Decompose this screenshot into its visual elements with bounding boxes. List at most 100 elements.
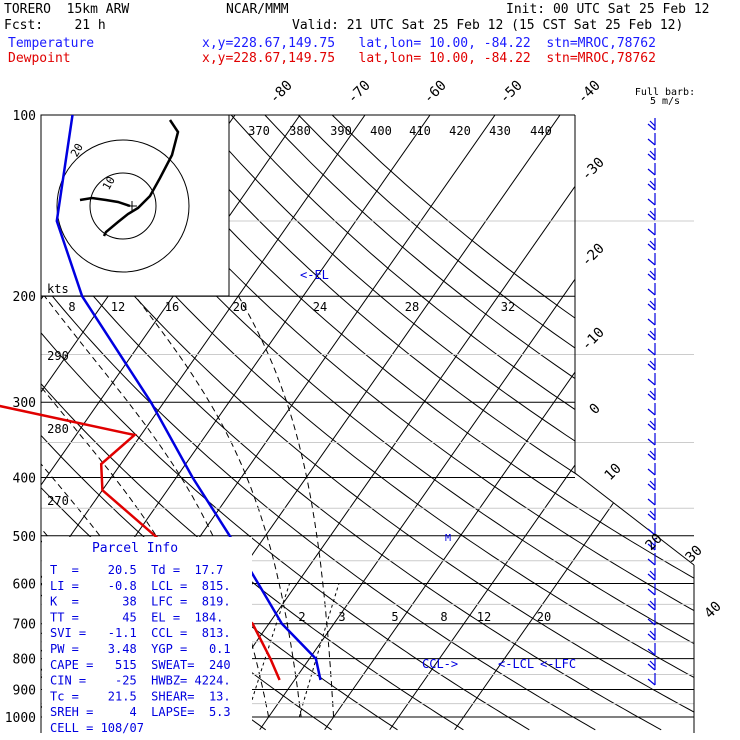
wind-barb-flag bbox=[647, 153, 656, 161]
parcel-info-row: CELL = 108/07 bbox=[50, 721, 144, 735]
lfc-annotation: <-LFC bbox=[540, 657, 576, 671]
isotherm-label: -50 bbox=[497, 78, 526, 107]
isotherm-label: -10 bbox=[579, 325, 608, 354]
dry-adiabat-line bbox=[41, 115, 694, 731]
hodograph-ring bbox=[56, 139, 190, 273]
hodograph-speed-label: 12 bbox=[111, 300, 125, 314]
wind-barb-flag bbox=[647, 393, 656, 401]
pressure-label: 400 bbox=[13, 471, 36, 486]
dry-adiabat-line bbox=[129, 115, 694, 731]
parcel-info-row: SVI = -1.1 CCL = 813. bbox=[50, 626, 231, 640]
dry-adiabat-line bbox=[96, 115, 694, 731]
isotherm-line bbox=[259, 115, 691, 731]
parcel-info-row: Tc = 21.5 SHEAR= 13. bbox=[50, 689, 231, 703]
mixing-ratio-label: 20 bbox=[537, 610, 551, 624]
parcel-info-row: PW = 3.48 YGP = 0.1 bbox=[50, 642, 231, 656]
wind-barb-flag bbox=[649, 480, 656, 487]
wind-barb-flag bbox=[649, 150, 656, 157]
pressure-label: 800 bbox=[13, 653, 36, 668]
wind-barb-flag bbox=[647, 258, 656, 266]
el-annotation: <-EL bbox=[300, 268, 329, 282]
isotherm-label: -20 bbox=[579, 241, 608, 270]
dry-adiabat-line bbox=[264, 115, 694, 731]
isotherm-line bbox=[194, 115, 626, 731]
model-title: TORERO 15km ARW bbox=[4, 2, 130, 17]
isotherm-label: -30 bbox=[579, 155, 608, 184]
wind-barb-flag bbox=[649, 120, 656, 127]
mixing-ratio-line bbox=[298, 583, 340, 718]
theta-label: 440 bbox=[530, 124, 552, 138]
pressure-label: 500 bbox=[13, 530, 36, 545]
isotherm-line bbox=[454, 115, 694, 731]
pressure-label: 100 bbox=[13, 109, 36, 124]
theta-label: 280 bbox=[47, 422, 69, 436]
wind-barb-flag bbox=[647, 198, 656, 206]
theta-label: 290 bbox=[47, 349, 69, 363]
theta-label: 410 bbox=[409, 124, 431, 138]
theta-label: 430 bbox=[489, 124, 511, 138]
wind-barb-flag bbox=[647, 438, 656, 446]
source-title: NCAR/MMM bbox=[226, 2, 289, 17]
wind-barb-flag bbox=[647, 603, 656, 611]
isotherm-label: -40 bbox=[575, 78, 604, 107]
isotherm-line bbox=[41, 115, 366, 731]
wind-barb-flag bbox=[647, 663, 656, 671]
wind-barb-flag bbox=[647, 168, 656, 176]
wind-barb-flag bbox=[649, 570, 656, 577]
dry-adiabat-line bbox=[41, 115, 596, 731]
forecast-hour: Fcst: 21 h bbox=[4, 18, 106, 33]
dry-adiabat-line bbox=[230, 115, 694, 731]
hodograph-speed-label: 24 bbox=[313, 300, 327, 314]
dry-adiabat-line bbox=[0, 115, 2, 730]
wind-barb-flag bbox=[649, 240, 656, 247]
hodograph-speed-label: 16 bbox=[165, 300, 179, 314]
dry-adiabat-line bbox=[197, 115, 694, 731]
wind-barb-flag bbox=[647, 243, 656, 251]
isotherm-label: -60 bbox=[421, 78, 450, 107]
theta-label: 380 bbox=[289, 124, 311, 138]
theta-label: 390 bbox=[330, 124, 352, 138]
wind-barb-flag bbox=[647, 528, 656, 536]
wind-barb-flag bbox=[649, 600, 656, 607]
theta-label: 270 bbox=[47, 494, 69, 508]
wind-barb-flag bbox=[647, 408, 656, 416]
wind-barb-flag bbox=[647, 498, 656, 506]
hodograph-trace bbox=[102, 119, 180, 237]
wind-barb-flag bbox=[649, 660, 656, 667]
wind-barb-flag bbox=[647, 228, 656, 236]
wind-barb-flag bbox=[647, 288, 656, 296]
wind-barb-flag bbox=[647, 333, 656, 341]
wind-barb-flag bbox=[647, 678, 656, 686]
hodograph-speed-label: 32 bbox=[501, 300, 515, 314]
wind-barb-flag bbox=[647, 378, 656, 386]
isotherm-label: -80 bbox=[267, 78, 296, 107]
pressure-label: 700 bbox=[13, 618, 36, 633]
isotherm-label: -70 bbox=[345, 78, 374, 107]
temperature-label: Temperature bbox=[8, 36, 95, 51]
wind-barb-flag bbox=[647, 468, 656, 476]
wind-barb-flag bbox=[647, 303, 656, 311]
wind-barb-flag bbox=[649, 630, 656, 637]
wind-barb-flag bbox=[647, 573, 656, 581]
barb-legend-title: Full barb: bbox=[635, 87, 695, 98]
wind-barb-flag bbox=[647, 483, 656, 491]
valid-time: Valid: 21 UTC Sat 25 Feb 12 (15 CST Sat … bbox=[292, 18, 684, 33]
wind-barb-flag bbox=[647, 648, 656, 656]
mixing-ratio-label: 2 bbox=[298, 610, 305, 624]
wind-barb-flag bbox=[649, 180, 656, 187]
moist-adiabat-line bbox=[44, 295, 270, 718]
dry-adiabat-line bbox=[41, 115, 662, 731]
pressure-label: 900 bbox=[13, 683, 36, 698]
wind-barb-flag bbox=[649, 390, 656, 397]
parcel-info-row: CAPE = 515 SWEAT= 240 bbox=[50, 658, 231, 672]
dry-adiabat-line bbox=[331, 115, 694, 731]
hodograph-ring-label: 20 bbox=[68, 141, 86, 159]
dewpoint-label: Dewpoint bbox=[8, 51, 71, 66]
pressure-label: 1000 bbox=[5, 711, 36, 726]
parcel-info-row: T = 20.5 Td = 17.7 bbox=[50, 563, 223, 577]
mixing-ratio-label: 5 bbox=[391, 610, 398, 624]
wind-barb-flag bbox=[649, 270, 656, 277]
mixing-ratio-label: 12 bbox=[477, 610, 491, 624]
wind-barb-flag bbox=[647, 213, 656, 221]
wind-barb-flag bbox=[649, 510, 656, 517]
